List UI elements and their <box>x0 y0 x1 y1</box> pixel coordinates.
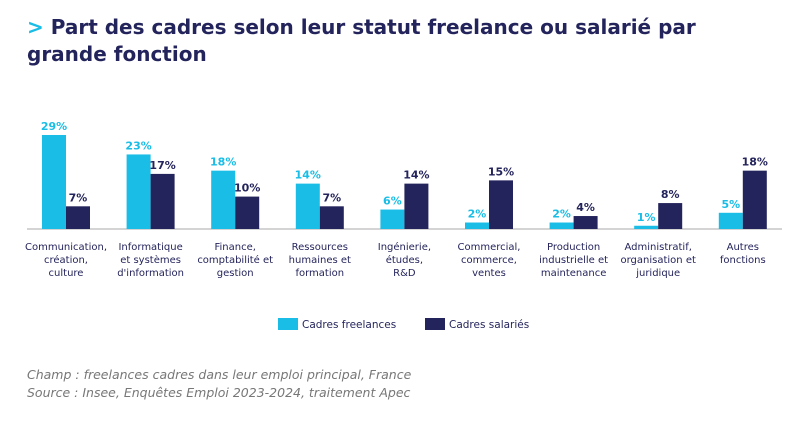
value-label: 14% <box>403 169 429 182</box>
bar <box>319 206 344 229</box>
legend-label: Cadres salariés <box>449 319 529 331</box>
bar <box>658 203 683 229</box>
x-tick-label: Ingénierie, études, R&D <box>378 241 431 279</box>
value-label: 7% <box>69 191 88 204</box>
legend-swatch <box>278 318 298 330</box>
value-label: 29% <box>41 120 67 133</box>
bar <box>380 209 405 229</box>
value-label: 8% <box>661 188 680 201</box>
x-tick-label: Commercial, commerce, ventes <box>458 242 521 279</box>
value-label: 1% <box>637 211 656 224</box>
bar <box>150 173 175 229</box>
bar <box>573 216 598 229</box>
value-label: 4% <box>576 201 595 214</box>
value-label: 17% <box>149 159 175 172</box>
value-label: 18% <box>742 156 768 169</box>
value-label: 14% <box>295 169 321 182</box>
note: Source : Insee, Enquêtes Emploi 2023-202… <box>27 385 411 400</box>
note: Champ : freelances cadres dans leur empl… <box>27 367 412 382</box>
x-tick-label: Production industrielle et maintenance <box>539 242 608 279</box>
value-label: 10% <box>234 182 260 195</box>
bar <box>634 225 659 229</box>
x-tick-label: Ressources humaines et formation <box>289 242 351 279</box>
value-label: 7% <box>322 191 341 204</box>
bar <box>404 183 429 229</box>
bar <box>718 212 743 229</box>
value-label: 23% <box>125 139 151 152</box>
chart-title: > Part des cadres selon leur statut free… <box>27 14 767 68</box>
title-text: Part des cadres selon leur statut freela… <box>27 15 696 66</box>
legend-swatch <box>425 318 445 330</box>
x-tick-label: Administratif, organisation et juridique <box>621 242 696 279</box>
x-tick-label: Informatique et systèmes d'information <box>117 242 184 279</box>
bar <box>742 170 767 229</box>
bar <box>235 196 260 229</box>
bar <box>66 206 90 229</box>
bar <box>295 183 320 229</box>
title-prefix: > <box>27 15 44 39</box>
value-label: 6% <box>383 195 402 208</box>
value-label: 5% <box>721 198 740 211</box>
bar <box>465 222 489 229</box>
value-label: 2% <box>552 208 571 221</box>
bar <box>211 170 236 229</box>
bar <box>549 222 574 229</box>
bar <box>126 154 151 229</box>
value-label: 2% <box>468 208 487 221</box>
value-label: 18% <box>210 156 236 169</box>
bar <box>42 135 66 229</box>
bar <box>489 180 513 229</box>
value-label: 15% <box>488 165 514 178</box>
x-tick-label: Communication, création, culture <box>25 242 107 279</box>
x-tick-label: Autres fonctions <box>720 242 766 266</box>
x-tick-label: Finance, comptabilité et gestion <box>197 242 273 279</box>
legend-label: Cadres freelances <box>302 319 396 331</box>
